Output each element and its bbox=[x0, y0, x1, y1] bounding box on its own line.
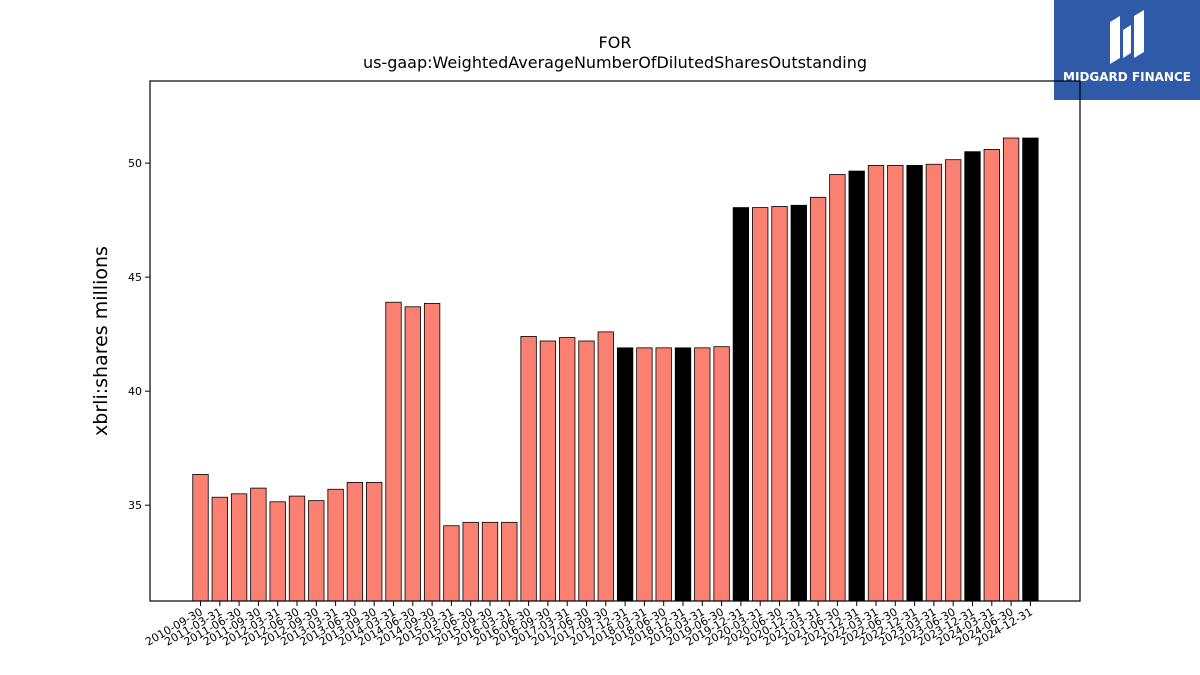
bar-2014-06-30 bbox=[404, 306, 421, 602]
bar-2022-03-31 bbox=[867, 164, 885, 602]
logo-text: MIDGARD FINANCE bbox=[1063, 70, 1191, 84]
bar-2019-03-31 bbox=[694, 347, 711, 602]
midgard-logo-icon bbox=[1110, 10, 1144, 64]
bar-2017-09-30 bbox=[597, 331, 614, 602]
bar-group bbox=[192, 137, 1039, 602]
y-tick-label: 45 bbox=[128, 271, 142, 284]
bar-2023-12-31 bbox=[964, 151, 981, 602]
bar-2011-03-31 bbox=[211, 496, 228, 602]
bar-2018-06-30 bbox=[655, 347, 672, 602]
bar-2016-09-30 bbox=[539, 340, 557, 602]
y-tick-label: 35 bbox=[128, 499, 142, 512]
bar-2012-06-30 bbox=[288, 495, 306, 602]
bar-2022-06-30 bbox=[887, 164, 904, 602]
bar-2020-12-31 bbox=[790, 204, 807, 602]
bar-2020-03-31 bbox=[752, 207, 769, 602]
bar-2015-03-31 bbox=[443, 525, 460, 602]
bar-2023-06-30 bbox=[945, 159, 962, 602]
bar-2021-03-31 bbox=[809, 196, 827, 602]
bar-2024-03-31 bbox=[983, 149, 1000, 602]
chart-title-line1: FOR bbox=[599, 33, 632, 52]
bar-2010-09-30 bbox=[192, 474, 209, 602]
bar-2017-03-31 bbox=[559, 337, 576, 602]
bar-2016-03-31 bbox=[501, 521, 518, 602]
y-axis-ticks: 35 40 45 50 bbox=[128, 157, 150, 512]
bar-2013-09-30 bbox=[366, 481, 383, 602]
bar-2023-03-31 bbox=[925, 163, 943, 602]
bar-2012-03-31 bbox=[269, 501, 286, 602]
bar-2011-06-30 bbox=[230, 493, 248, 602]
bar-2011-09-30 bbox=[250, 487, 267, 602]
y-tick-label: 50 bbox=[128, 157, 142, 170]
bar-2015-09-30 bbox=[481, 521, 499, 602]
bar-2013-03-31 bbox=[327, 488, 344, 602]
bar-2019-06-30 bbox=[713, 346, 730, 602]
x-axis-ticks: 2010-09-302011-03-312011-06-302011-09-30… bbox=[143, 601, 1035, 649]
bar-2017-06-30 bbox=[578, 340, 595, 602]
bar-2012-09-30 bbox=[308, 500, 325, 602]
bar-2019-12-31 bbox=[732, 207, 750, 602]
bar-2013-06-30 bbox=[346, 481, 364, 602]
y-axis-label: xbrli:shares millions bbox=[90, 246, 112, 436]
bar-2020-06-30 bbox=[771, 206, 788, 602]
bar-2017-12-31 bbox=[616, 347, 634, 602]
plot-frame bbox=[149, 80, 1081, 602]
bar-2014-03-31 bbox=[385, 301, 402, 602]
bar-2024-12-31 bbox=[1022, 137, 1039, 602]
bar-2018-12-31 bbox=[674, 347, 692, 602]
bar-2016-06-30 bbox=[520, 336, 537, 602]
brand-logo: MIDGARD FINANCE bbox=[1054, 0, 1200, 100]
bar-2015-06-30 bbox=[462, 521, 479, 602]
y-tick-label: 40 bbox=[128, 385, 142, 398]
bar-2022-12-31 bbox=[906, 164, 923, 602]
chart-title-line2: us-gaap:WeightedAverageNumberOfDilutedSh… bbox=[363, 53, 867, 72]
bar-2024-06-30 bbox=[1002, 137, 1020, 602]
bar-2018-03-31 bbox=[636, 347, 653, 602]
bar-2014-09-30 bbox=[423, 302, 441, 602]
bar-2021-12-31 bbox=[848, 170, 865, 602]
bar-2021-06-30 bbox=[829, 174, 846, 602]
